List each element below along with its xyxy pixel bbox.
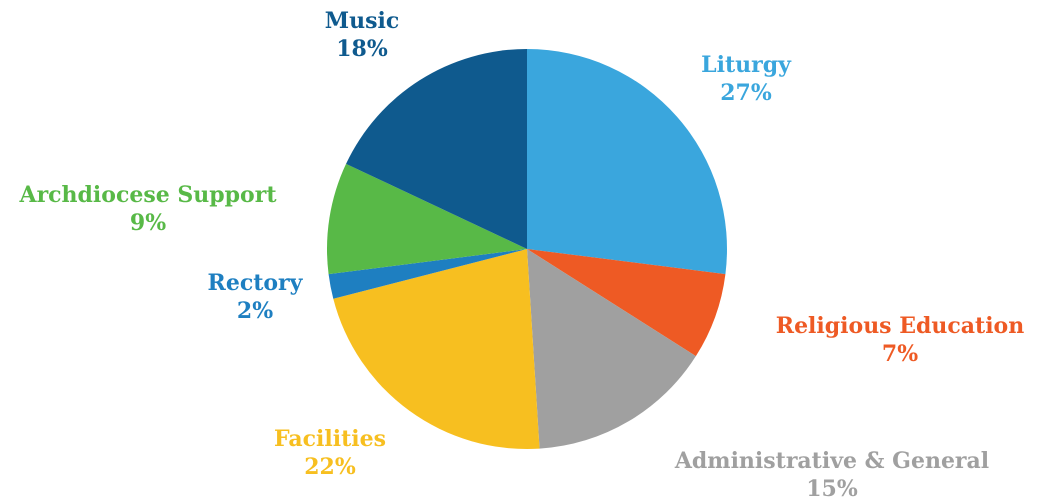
slice-percent: 2% (237, 298, 273, 324)
slice-percent: 15% (806, 476, 858, 502)
slice-label-administrative-and-general: Administrative & General 15% (674, 448, 989, 502)
pie-slice-administrative-and-general (527, 249, 696, 449)
slice-percent: 9% (130, 210, 166, 236)
pie-slice-music (346, 48, 527, 249)
slice-percent: 18% (336, 36, 388, 62)
pie-slice-religious-education (527, 249, 726, 357)
slice-name: Administrative & General (674, 448, 989, 474)
slice-name: Music (325, 8, 400, 34)
pie-slice-facilities (333, 249, 540, 450)
slice-percent: 22% (304, 454, 356, 480)
pie-slice-archdiocese-support (327, 163, 527, 275)
slice-label-facilities: Facilities 22% (274, 426, 386, 480)
slice-label-religious-education: Religious Education 7% (776, 313, 1024, 367)
slice-percent: 7% (882, 341, 918, 367)
slice-percent: 27% (720, 80, 772, 106)
pie-slices (327, 48, 727, 450)
pie-slice-liturgy (527, 49, 727, 275)
slice-name: Facilities (274, 426, 386, 452)
slice-name: Liturgy (701, 52, 792, 78)
slice-name: Archdiocese Support (19, 182, 278, 208)
slice-labels: Liturgy 27% Religious Education 7% Administr… (19, 8, 1025, 502)
slice-label-rectory: Rectory 2% (208, 270, 304, 324)
slice-name: Rectory (208, 270, 304, 296)
slice-label-archdiocese-support: Archdiocese Support 9% (19, 182, 278, 236)
slice-name: Religious Education (776, 313, 1024, 339)
slice-label-liturgy: Liturgy 27% (701, 52, 792, 106)
pie-slice-rectory (328, 249, 527, 299)
slice-label-music: Music 18% (325, 8, 400, 62)
